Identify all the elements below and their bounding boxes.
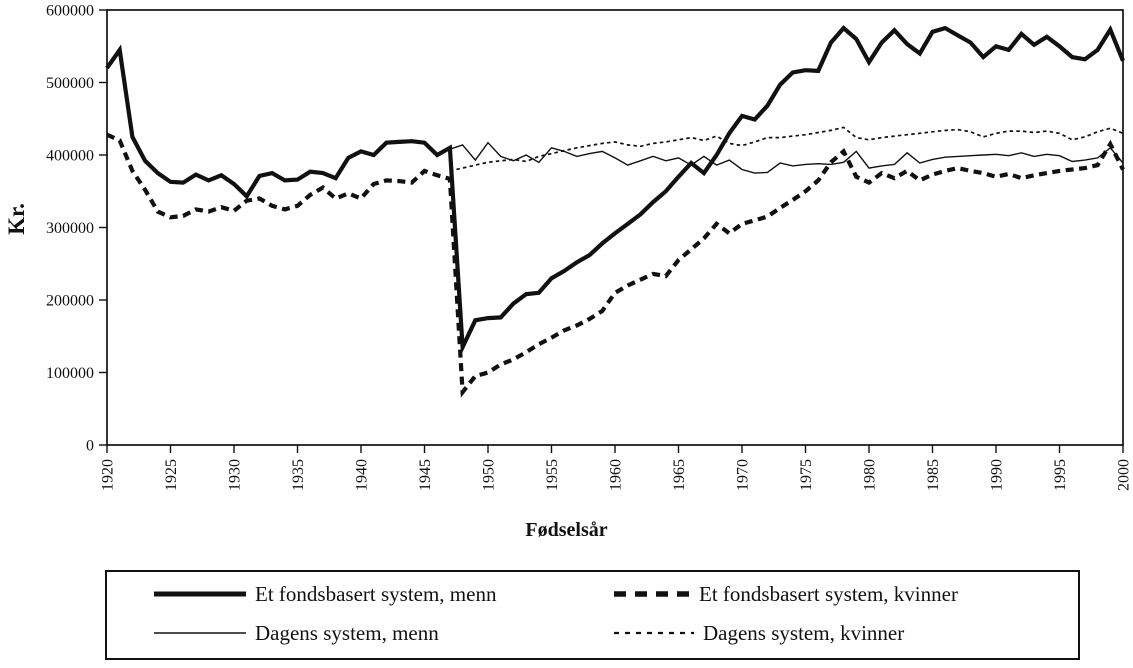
legend-box: Et fondsbasert system, menn Et fondsbase… bbox=[105, 570, 1080, 660]
x-tick-label: 1980 bbox=[862, 459, 879, 491]
y-tick-label: 400000 bbox=[46, 148, 94, 165]
x-tick-label: 1965 bbox=[671, 459, 688, 491]
legend-item-fondsbasert-menn: Et fondsbasert system, menn bbox=[152, 579, 496, 609]
x-tick-label: 2000 bbox=[1116, 459, 1133, 491]
x-tick-label: 1930 bbox=[227, 459, 244, 491]
x-axis-title: Fødselsår bbox=[525, 519, 608, 541]
legend-item-fondsbasert-kvinner: Et fondsbasert system, kvinner bbox=[612, 579, 958, 609]
y-tick-label: 300000 bbox=[46, 220, 94, 237]
y-axis-title: Kr. bbox=[4, 203, 29, 235]
x-tick-label: 1945 bbox=[417, 459, 434, 491]
x-tick-label: 1970 bbox=[735, 459, 752, 491]
y-tick-label: 0 bbox=[86, 438, 94, 455]
legend-label-dagens-menn: Dagens system, menn bbox=[255, 620, 439, 645]
y-tick-label: 500000 bbox=[46, 75, 94, 92]
x-tick-label: 1960 bbox=[608, 459, 625, 491]
x-tick-label: 1935 bbox=[290, 459, 307, 491]
series-line-2 bbox=[449, 141, 1124, 174]
series-line-1 bbox=[106, 132, 1125, 398]
x-tick-label: 1975 bbox=[798, 459, 815, 491]
plot-frame bbox=[106, 9, 1124, 446]
legend-swatch-thick-dashed-line bbox=[614, 591, 690, 597]
x-tick-label: 1995 bbox=[1052, 459, 1069, 491]
y-tick-label: 100000 bbox=[46, 365, 94, 382]
x-tick-label: 1940 bbox=[354, 459, 371, 491]
legend-item-dagens-kvinner: Dagens system, kvinner bbox=[612, 618, 904, 648]
legend-item-dagens-menn: Dagens system, menn bbox=[152, 618, 439, 648]
x-tick-label: 1920 bbox=[100, 459, 117, 491]
legend-label-fondsbasert-menn: Et fondsbasert system, menn bbox=[255, 581, 497, 606]
y-tick-label: 600000 bbox=[46, 3, 94, 20]
y-tick-label: 200000 bbox=[46, 293, 94, 310]
legend-swatch-thick-solid-line bbox=[154, 591, 246, 597]
legend-label-fondsbasert-kvinner: Et fondsbasert system, kvinner bbox=[699, 581, 958, 606]
series-line-3 bbox=[449, 126, 1124, 172]
legend-swatch-thin-solid-line bbox=[154, 632, 246, 634]
chart-plot-area: 0 100000 200000 300000 400000 500000 600000 192… bbox=[46, 3, 1133, 492]
legend-label-dagens-kvinner: Dagens system, kvinner bbox=[703, 620, 905, 645]
x-tick-label: 1955 bbox=[544, 459, 561, 491]
legend-swatch-thin-dotted-line bbox=[614, 631, 694, 635]
x-tick-label: 1950 bbox=[481, 459, 498, 491]
x-tick-label: 1985 bbox=[925, 459, 942, 491]
x-tick-label: 1990 bbox=[989, 459, 1006, 491]
series-line-0 bbox=[105, 25, 1125, 356]
x-tick-label: 1925 bbox=[163, 459, 180, 491]
